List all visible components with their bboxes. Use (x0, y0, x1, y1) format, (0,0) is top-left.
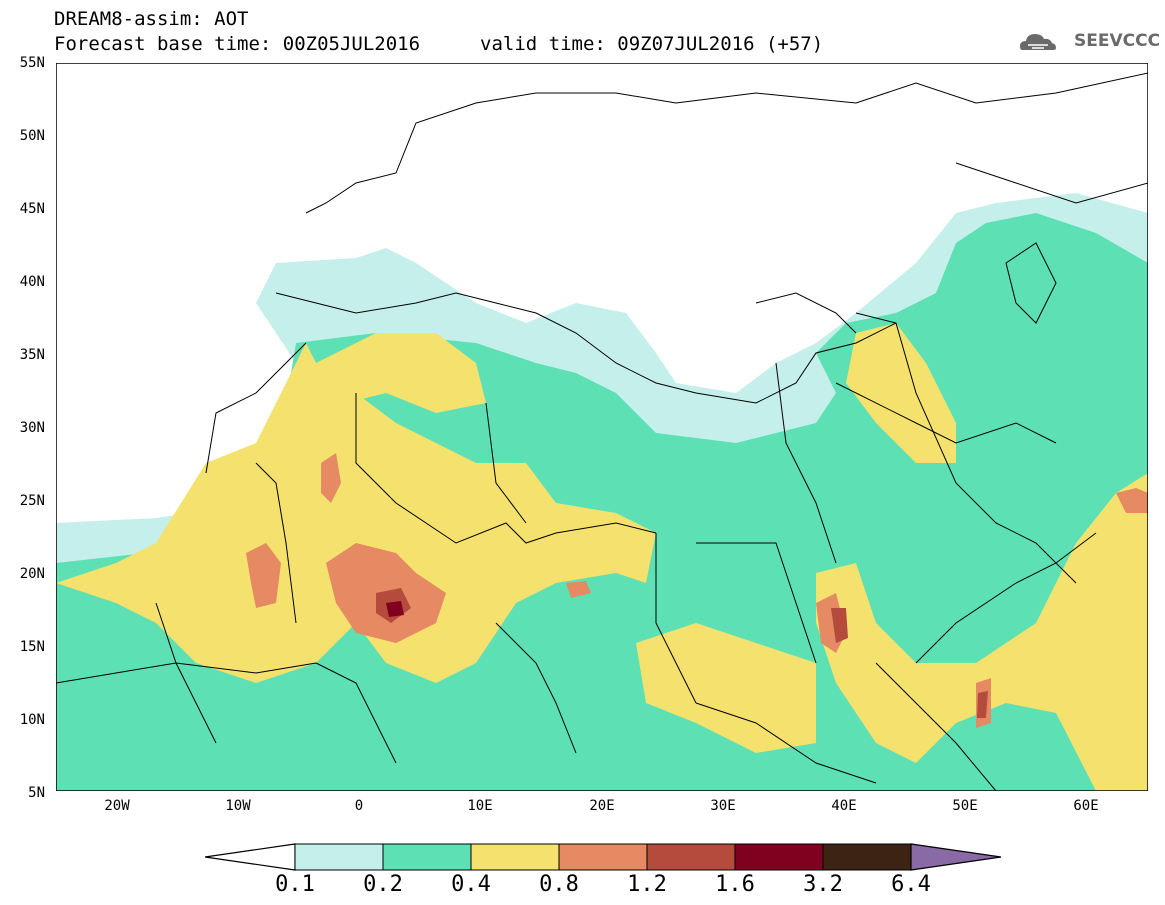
colorbar-over-arrow (910, 843, 1002, 871)
colorbar-under-arrow (205, 843, 296, 871)
colorbar-label: 0.4 (451, 872, 491, 897)
colorbar-label: 1.2 (627, 872, 667, 897)
colorbar-bin (734, 843, 824, 871)
lat-label: 20N (19, 566, 45, 582)
lon-label: 50E (952, 798, 978, 814)
lat-label: 25N (19, 493, 45, 509)
valid-time: valid time: 09Z07JUL2016 (+57) (480, 33, 824, 55)
lat-label: 35N (19, 347, 45, 363)
colorbar-bin (558, 843, 648, 871)
lat-label: 55N (19, 55, 45, 71)
lon-label: 40E (831, 798, 857, 814)
lat-label: 45N (19, 201, 45, 217)
colorbar-label: 0.1 (275, 872, 315, 897)
colorbar-bin (382, 843, 472, 871)
lon-label: 20E (589, 798, 615, 814)
country-borders (56, 72, 1148, 791)
colorbar-bin (646, 843, 736, 871)
lon-label: 30E (710, 798, 736, 814)
colorbar-label: 0.2 (363, 872, 403, 897)
lat-label: 30N (19, 420, 45, 436)
colorbar-bin (822, 843, 912, 871)
colorbar-label: 1.6 (715, 872, 755, 897)
lon-label: 0 (354, 798, 364, 814)
lat-label: 40N (19, 274, 45, 290)
colorbar-bin (294, 843, 384, 871)
lat-label: 5N (28, 785, 45, 801)
aot-map (56, 63, 1148, 791)
colorbar-label: 0.8 (539, 872, 579, 897)
aot-band-1.6 (386, 601, 404, 617)
forecast-base-time: Forecast base time: 00Z05JUL2016 (54, 33, 421, 55)
lon-label: 60E (1073, 798, 1099, 814)
lon-label: 20W (104, 798, 130, 814)
colorbar-label: 6.4 (891, 872, 931, 897)
logo-text: SEEVCCC (1074, 31, 1161, 51)
lat-label: 10N (19, 712, 45, 728)
lat-label: 50N (19, 128, 45, 144)
cloud-logo-icon (1020, 34, 1056, 50)
colorbar-label: 3.2 (803, 872, 843, 897)
lon-label: 10E (467, 798, 493, 814)
colorbar-bin (470, 843, 560, 871)
aot-band-0.4 (56, 323, 1148, 791)
lat-label: 15N (19, 639, 45, 655)
map-title: DREAM8-assim: AOT (54, 8, 249, 30)
aot-colorbar (205, 843, 1002, 871)
lon-label: 10W (225, 798, 251, 814)
